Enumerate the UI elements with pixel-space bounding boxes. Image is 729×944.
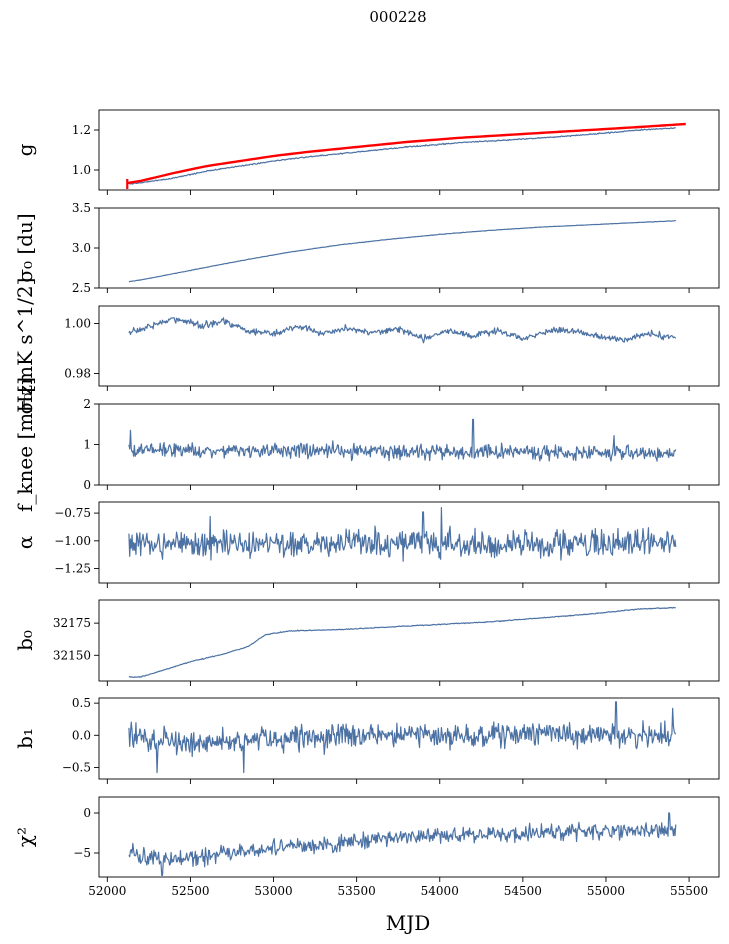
panel-frame <box>98 599 720 682</box>
y-axis-label: σ₀[mK s^1/2] <box>13 278 37 415</box>
y-tick-label: 1.0 <box>72 163 91 177</box>
panel-frame <box>98 109 720 191</box>
y-tick-label: 0.5 <box>72 696 91 710</box>
x-tick-label: 53500 <box>338 884 376 898</box>
panel-sigma0-du: 2.5 3.0 3.5 σ₀ [du] <box>13 201 720 295</box>
y-axis-label: α <box>13 536 37 550</box>
panel-chi2: 52000 52500 53000 53500 54000 54500 55000 55500… <box>13 796 720 898</box>
series-line-alpha <box>128 506 677 562</box>
y-axis-label: b₁ <box>13 728 37 749</box>
panel-alpha: −1.25 −1.00 −0.75 α <box>13 501 720 588</box>
x-tick-label: 55500 <box>670 884 708 898</box>
panel-frame <box>98 796 720 878</box>
series-line-sigma0 <box>128 219 676 283</box>
y-axis-label: σ₀ [du] <box>13 213 37 282</box>
panels: 1.0 1.2 g 2.5 3.0 3.5 σ₀ [du] 0.98 1.00 σ₀[mK s^1… <box>13 109 720 898</box>
y-tick-label: 3.5 <box>72 201 91 215</box>
y-tick-label: 0.98 <box>64 367 91 381</box>
x-tick-label: 54000 <box>421 884 459 898</box>
y-tick-label: −0.5 <box>62 760 91 774</box>
y-tick-label: 32175 <box>53 616 91 630</box>
x-tick-label: 52000 <box>88 884 126 898</box>
y-axis-label: g <box>13 143 37 156</box>
panel-frame <box>98 207 720 289</box>
y-tick-label: −0.75 <box>54 506 91 520</box>
figure-suptitle: 000228 <box>369 8 426 26</box>
y-tick-label: 0.0 <box>72 728 91 742</box>
series-line-b0 <box>128 606 676 679</box>
y-tick-label: 1.00 <box>64 317 91 331</box>
panel-b0: 32150 32175 b₀ <box>13 599 720 686</box>
panel-b1: −0.5 0.0 0.5 b₁ <box>13 696 720 784</box>
panel-fknee: 0 1 2 f_knee [mHz] <box>13 377 720 512</box>
y-tick-label: 2 <box>83 397 91 411</box>
series-line-fknee <box>128 418 677 462</box>
panel-g: 1.0 1.2 g <box>13 109 720 195</box>
y-axis-label: b₀ <box>13 630 37 651</box>
y-tick-label: −5 <box>73 846 91 860</box>
y-axis-label: f_knee [mHz] <box>13 377 37 512</box>
series-line-sigma0-mK <box>128 317 677 344</box>
series-line-gain <box>128 127 676 185</box>
y-tick-label: 32150 <box>53 648 91 662</box>
y-tick-label: 0 <box>83 478 91 492</box>
x-tick-label: 55000 <box>587 884 625 898</box>
series-line-b1 <box>128 701 677 774</box>
panel-sigma0-mK: 0.98 1.00 σ₀[mK s^1/2] <box>13 278 720 415</box>
series-line-gain-model <box>127 122 686 185</box>
y-tick-label: 0 <box>83 806 91 820</box>
panel-frame <box>98 501 720 584</box>
y-tick-label: −1.25 <box>54 562 91 576</box>
panel-frame <box>98 305 720 387</box>
x-tick-label: 53000 <box>254 884 292 898</box>
y-tick-label: 3.0 <box>72 241 91 255</box>
y-axis-label: χ² <box>13 827 37 847</box>
x-axis-label: MJD <box>386 911 431 935</box>
y-tick-label: 1.2 <box>72 123 91 137</box>
x-tick-label: 54500 <box>504 884 542 898</box>
series-line-chi2 <box>128 812 677 876</box>
y-tick-label: 2.5 <box>72 281 91 295</box>
y-tick-label: 1 <box>83 438 91 452</box>
x-tick-label: 52500 <box>171 884 209 898</box>
panel-frame <box>98 697 720 780</box>
y-tick-label: −1.00 <box>54 534 91 548</box>
